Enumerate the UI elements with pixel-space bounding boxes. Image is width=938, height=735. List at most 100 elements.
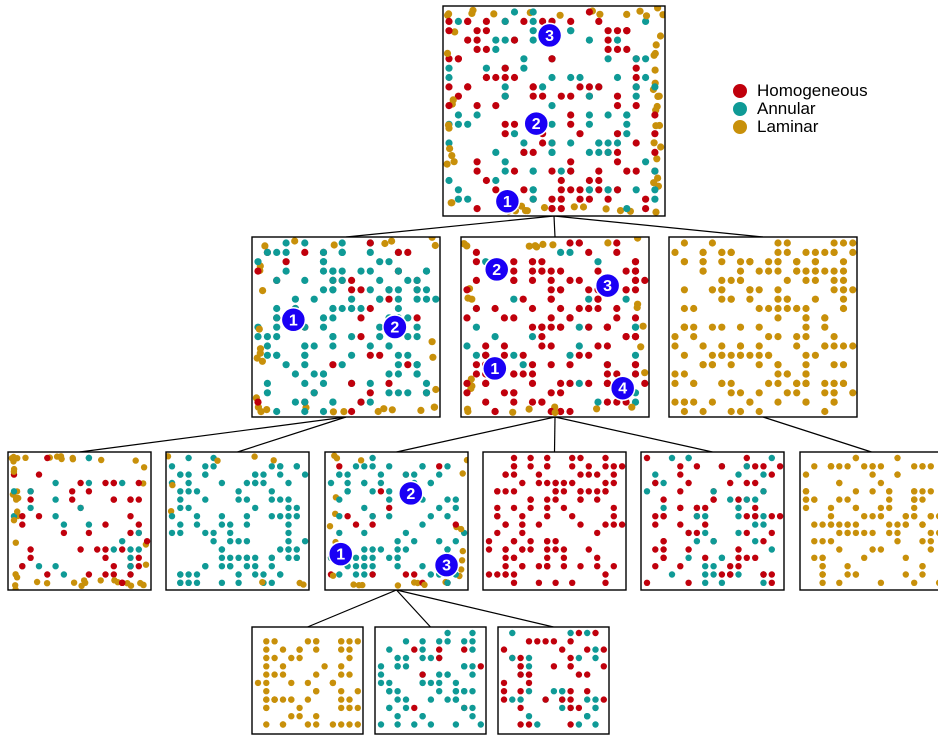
data-point-homogeneous [538,342,546,350]
data-point-annular [348,351,356,359]
data-point-annular [404,314,412,322]
data-point-annular [361,571,368,578]
data-point-annular [404,351,412,359]
data-point-laminar [774,239,782,247]
data-point-homogeneous [559,646,566,653]
data-point-laminar [659,11,665,19]
tree-edge [396,589,431,628]
data-point-laminar [690,398,698,406]
data-point-homogeneous [604,36,612,44]
data-point-laminar [271,654,278,662]
data-point-annular [685,554,692,561]
data-point-laminar [579,203,588,211]
data-point-homogeneous [600,696,607,703]
data-point-homogeneous [520,17,528,25]
data-point-laminar [253,354,261,362]
data-point-annular [377,721,385,728]
data-point-annular [202,463,209,470]
data-point-annular [243,563,251,570]
data-point-homogeneous [567,704,574,712]
data-point-laminar [886,521,893,528]
data-point-homogeneous [560,546,568,553]
data-point-annular [352,571,360,578]
data-point-laminar [623,10,631,18]
data-point-homogeneous [603,361,612,369]
data-point-annular [404,276,412,284]
data-point-homogeneous [613,248,621,256]
data-point-homogeneous [528,370,537,378]
data-point-laminar [902,554,909,561]
data-point-laminar [313,713,320,720]
data-point-homogeneous [445,102,453,110]
data-point-annular [377,663,385,670]
data-point-annular [273,314,281,322]
data-point-annular [444,629,451,637]
data-point-laminar [839,342,848,350]
data-point-annular [444,696,451,703]
data-point-annular [376,276,384,284]
data-point-laminar [354,688,361,695]
data-point-homogeneous [544,479,551,487]
data-point-homogeneous [445,27,453,35]
data-point-homogeneous [594,563,601,570]
data-point-annular [193,513,201,520]
data-point-annular [419,638,426,645]
data-point-laminar [338,696,345,703]
data-point-homogeneous [510,504,518,512]
data-point-annular [559,688,566,695]
data-point-laminar [727,248,735,256]
data-point-annular [585,111,594,119]
data-point-annular [268,496,275,503]
data-point-annular [376,323,384,331]
data-point-homogeneous [610,463,617,470]
data-point-homogeneous [535,563,543,570]
marker-circle [594,272,621,299]
marker-circle [494,188,521,215]
data-point-annular [411,471,418,478]
data-point-annular [548,102,556,110]
data-point-annular [631,398,640,406]
data-point-annular [35,563,43,570]
data-point-homogeneous [510,398,518,406]
data-point-homogeneous [613,398,621,406]
data-point-annular [585,92,594,100]
data-point-laminar [718,379,726,387]
data-point-annular [509,629,516,637]
data-point-homogeneous [660,554,667,561]
data-point-annular [394,361,402,369]
data-point-homogeneous [445,17,453,25]
data-point-laminar [490,10,498,18]
data-point-laminar [793,258,801,266]
data-point-annular [444,638,451,645]
data-point-laminar [819,521,826,528]
data-point-annular [386,688,393,695]
data-point-laminar [877,579,885,586]
data-point-annular [366,342,374,350]
data-point-homogeneous [472,248,480,256]
data-point-homogeneous [494,488,501,495]
data-point-homogeneous [527,496,534,503]
data-point-annular [528,333,537,341]
data-point-annular [520,64,528,72]
data-point-homogeneous [575,671,583,678]
data-point-homogeneous [631,276,640,284]
data-point-annular [631,351,640,359]
data-point-homogeneous [502,546,509,553]
data-point-annular [436,688,443,695]
data-point-annular [419,563,426,570]
cluster-marker-1: 1 [327,541,354,567]
data-point-homogeneous [492,73,500,82]
data-point-laminar [774,333,782,341]
data-point-laminar [464,294,472,302]
data-point-homogeneous [538,398,546,406]
data-point-homogeneous [595,186,603,194]
data-point-annular [632,55,640,63]
data-point-homogeneous [602,488,609,495]
data-point-laminar [718,286,726,294]
data-point-laminar [296,646,303,653]
data-point-homogeneous [547,342,555,350]
data-point-homogeneous [575,304,583,313]
data-point-homogeneous [743,513,750,520]
data-point-annular [604,186,612,194]
